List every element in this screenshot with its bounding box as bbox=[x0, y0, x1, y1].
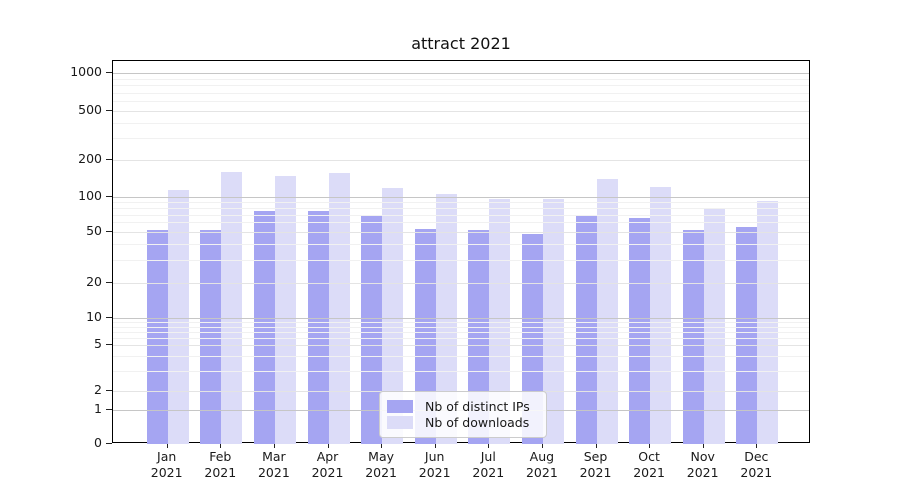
x-tick-mark-nov-2021 bbox=[702, 443, 704, 448]
x-tick-label-oct-2021: Oct 2021 bbox=[633, 449, 665, 480]
y-tick-label-2: 2 bbox=[94, 382, 102, 397]
y-tick-label-500: 500 bbox=[78, 102, 102, 117]
bar-downloads-nov-2021 bbox=[703, 208, 725, 444]
y-tick-mark-50 bbox=[106, 230, 112, 232]
bar-ips-may-2021 bbox=[361, 214, 383, 444]
bar-ips-nov-2021 bbox=[682, 229, 704, 444]
x-tick-label-jun-2021: Jun 2021 bbox=[418, 449, 451, 480]
bar-downloads-aug-2021 bbox=[542, 198, 564, 444]
y-tick-label-10: 10 bbox=[86, 309, 102, 324]
x-tick-mark-aug-2021 bbox=[541, 443, 543, 448]
y-tick-mark-0 bbox=[106, 443, 112, 444]
x-tick-label-may-2021: May 2021 bbox=[365, 449, 397, 480]
y-tick-mark-1 bbox=[106, 409, 112, 410]
x-tick-mark-jun-2021 bbox=[434, 443, 436, 448]
x-tick-label-nov-2021: Nov 2021 bbox=[686, 449, 719, 480]
bar-ips-apr-2021 bbox=[307, 210, 329, 444]
x-tick-mark-sep-2021 bbox=[595, 443, 597, 448]
bar-downloads-jan-2021 bbox=[167, 190, 189, 444]
x-tick-label-sep-2021: Sep 2021 bbox=[579, 449, 612, 480]
y-tick-mark-1000 bbox=[106, 72, 112, 73]
y-tick-label-100: 100 bbox=[78, 188, 102, 203]
legend-label-downloads: Nb of downloads bbox=[425, 415, 530, 430]
x-tick-label-dec-2021: Dec 2021 bbox=[740, 449, 773, 480]
y-tick-label-1000: 1000 bbox=[70, 64, 102, 79]
legend-item-distinct-ips: Nb of distinct IPs bbox=[387, 399, 538, 414]
bar-downloads-apr-2021 bbox=[328, 172, 350, 444]
x-tick-mark-oct-2021 bbox=[649, 443, 651, 448]
legend-swatch-distinct-ips bbox=[387, 400, 413, 413]
y-tick-mark-5 bbox=[106, 344, 112, 345]
bar-ips-jun-2021 bbox=[414, 228, 436, 444]
bar-ips-feb-2021 bbox=[200, 229, 222, 444]
bar-ips-jan-2021 bbox=[146, 229, 168, 444]
x-tick-mark-may-2021 bbox=[381, 443, 383, 448]
x-tick-label-feb-2021: Feb 2021 bbox=[204, 449, 237, 480]
x-tick-label-aug-2021: Aug 2021 bbox=[525, 449, 558, 480]
y-tick-mark-10 bbox=[106, 317, 112, 318]
x-tick-mark-jan-2021 bbox=[166, 443, 168, 448]
y-tick-mark-2 bbox=[106, 390, 112, 391]
x-tick-label-jul-2021: Jul 2021 bbox=[472, 449, 505, 480]
x-tick-mark-apr-2021 bbox=[327, 443, 329, 448]
y-tick-label-20: 20 bbox=[86, 274, 102, 289]
x-tick-label-apr-2021: Apr 2021 bbox=[311, 449, 344, 480]
bars-layer bbox=[113, 61, 809, 444]
legend-label-distinct-ips: Nb of distinct IPs bbox=[425, 399, 530, 414]
y-tick-label-50: 50 bbox=[86, 222, 102, 238]
bar-downloads-mar-2021 bbox=[274, 176, 296, 444]
y-tick-label-0: 0 bbox=[94, 435, 102, 450]
x-tick-mark-feb-2021 bbox=[220, 443, 222, 448]
legend: Nb of distinct IPs Nb of downloads bbox=[379, 391, 547, 438]
legend-swatch-downloads bbox=[387, 416, 413, 429]
x-tick-label-jan-2021: Jan 2021 bbox=[150, 449, 183, 480]
y-tick-mark-100 bbox=[106, 196, 112, 197]
y-tick-label-1: 1 bbox=[94, 401, 102, 416]
bar-downloads-feb-2021 bbox=[221, 171, 243, 444]
plot-area bbox=[112, 60, 810, 444]
y-tick-mark-200 bbox=[106, 159, 112, 160]
bar-downloads-jul-2021 bbox=[489, 198, 511, 444]
legend-item-downloads: Nb of downloads bbox=[387, 415, 538, 430]
chart-title: attract 2021 bbox=[411, 34, 511, 53]
x-tick-mark-dec-2021 bbox=[756, 443, 758, 448]
bar-ips-dec-2021 bbox=[736, 226, 758, 444]
y-tick-mark-500 bbox=[106, 110, 112, 111]
bar-downloads-may-2021 bbox=[382, 188, 404, 444]
y-tick-mark-20 bbox=[106, 282, 112, 283]
bar-downloads-dec-2021 bbox=[757, 201, 779, 444]
y-tick-label-200: 200 bbox=[78, 151, 102, 166]
bar-downloads-sep-2021 bbox=[596, 179, 618, 444]
y-tick-label-5: 5 bbox=[94, 336, 102, 351]
bar-ips-mar-2021 bbox=[253, 211, 275, 444]
bar-downloads-oct-2021 bbox=[650, 187, 672, 444]
bar-ips-oct-2021 bbox=[629, 218, 651, 444]
bar-downloads-jun-2021 bbox=[435, 194, 457, 444]
bar-ips-sep-2021 bbox=[575, 216, 597, 444]
x-tick-label-mar-2021: Mar 2021 bbox=[257, 449, 290, 480]
x-tick-mark-mar-2021 bbox=[273, 443, 275, 448]
x-tick-mark-jul-2021 bbox=[488, 443, 490, 448]
